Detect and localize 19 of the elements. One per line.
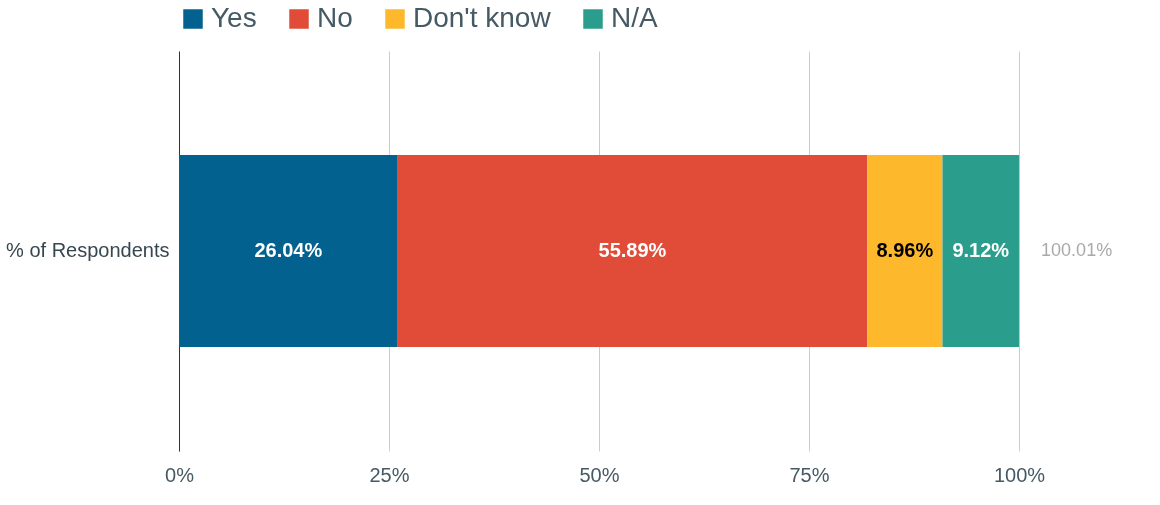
legend-label: No [317, 2, 353, 33]
y-tick-label: % of Respondents [6, 239, 170, 261]
total-label: 100.01% [1041, 240, 1113, 260]
bar [867, 155, 943, 347]
x-tick-label: 50% [579, 463, 620, 486]
bar [397, 155, 868, 347]
legend-label: Yes [211, 2, 257, 33]
bar [179, 155, 398, 347]
data-label: 26.04% [254, 239, 323, 261]
legend-label: Don't know [413, 2, 552, 33]
x-tick-label: 0% [165, 463, 195, 486]
data-label: 8.96% [876, 239, 934, 261]
legend-label: N/A [611, 2, 658, 33]
data-label: 55.89% [598, 239, 667, 261]
x-tick-label: 75% [789, 463, 830, 486]
x-tick-label: 100% [993, 463, 1046, 486]
bar [942, 155, 1020, 347]
data-label: 9.12% [952, 239, 1010, 261]
x-tick-label: 25% [369, 463, 410, 486]
